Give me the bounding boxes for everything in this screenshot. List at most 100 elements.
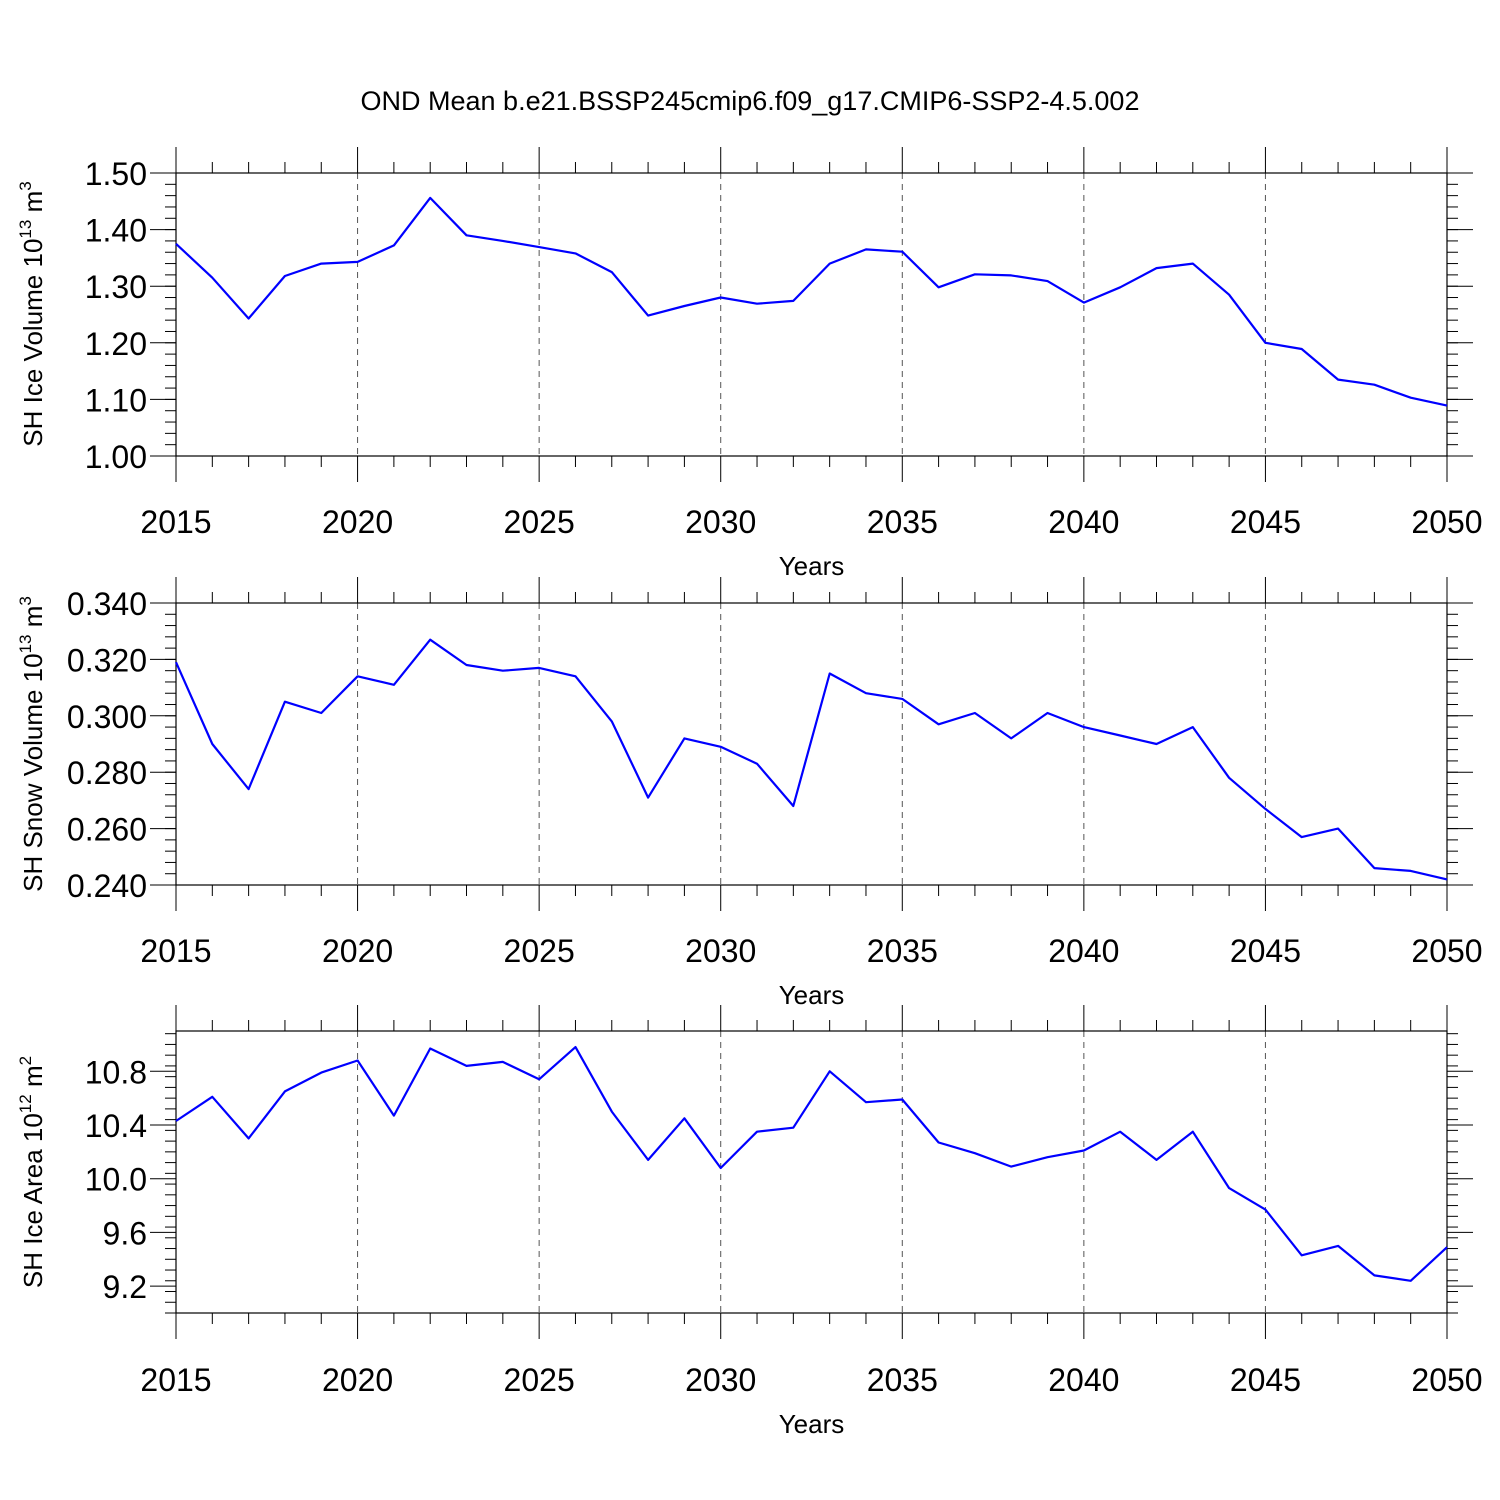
data-point (1192, 1131, 1193, 1132)
y-tick-label: 1.50 (85, 156, 147, 192)
data-point (1410, 397, 1411, 398)
data-point (284, 1091, 285, 1092)
series-line (175, 1045, 1448, 1282)
data-point (1338, 379, 1339, 380)
data-point (1447, 879, 1448, 880)
panel-ice-volume: 1.00 1.10 1.20 1.30 1.40 1.50 2015 2020 2025 2030… (16, 147, 1483, 581)
data-point (1301, 349, 1302, 350)
data-point (248, 318, 249, 319)
data-point (829, 673, 830, 674)
x-tick-label: 2035 (867, 933, 938, 969)
y-tick-label: 1.10 (85, 382, 147, 418)
y-tick-label: 9.6 (103, 1215, 147, 1251)
data-point (1192, 263, 1193, 264)
x-tick-label: 2050 (1411, 933, 1482, 969)
y-tick-label: 9.2 (103, 1269, 147, 1305)
y-tick-label: 0.300 (67, 699, 147, 735)
data-point (938, 287, 939, 288)
y-tick-label: 0.260 (67, 812, 147, 848)
data-point (357, 676, 358, 677)
data-point (902, 251, 903, 252)
data-point (648, 797, 649, 798)
data-point (1120, 1131, 1121, 1132)
y-tick-label: 0.340 (67, 586, 147, 622)
data-point (1047, 281, 1048, 282)
data-point (575, 253, 576, 254)
data-point (974, 274, 975, 275)
data-point (1374, 1275, 1375, 1276)
data-point (611, 721, 612, 722)
data-point (902, 1099, 903, 1100)
data-point (1083, 727, 1084, 728)
x-tick-label: 2015 (140, 1362, 211, 1398)
data-point (539, 247, 540, 248)
x-tick-label: 2045 (1230, 933, 1301, 969)
data-point (1083, 302, 1084, 303)
y-tick-label: 1.00 (85, 439, 147, 475)
data-point (793, 806, 794, 807)
x-tick-label: 2020 (322, 504, 393, 540)
data-point (1447, 405, 1448, 406)
y-tick-label: 0.280 (67, 755, 147, 791)
data-point (575, 676, 576, 677)
data-point (757, 763, 758, 764)
y-axis-label: SH Ice Area 1012 m2 (16, 1056, 48, 1288)
data-point (865, 1102, 866, 1103)
x-tick-label: 2050 (1411, 1362, 1482, 1398)
x-tick-label: 2045 (1230, 1362, 1301, 1398)
data-point (757, 303, 758, 304)
x-tick-label: 2035 (867, 504, 938, 540)
data-point (1338, 1245, 1339, 1246)
data-point (1229, 777, 1230, 778)
data-point (1374, 868, 1375, 869)
data-point (1265, 1209, 1266, 1210)
y-axis-label: SH Snow Volume 1013 m3 (16, 596, 48, 892)
data-point (1011, 275, 1012, 276)
data-point (212, 744, 213, 745)
data-point (466, 1065, 467, 1066)
x-tick-label: 2015 (140, 504, 211, 540)
data-point (1301, 1255, 1302, 1256)
data-point (1156, 1159, 1157, 1160)
data-point (321, 263, 322, 264)
x-tick-label: 2025 (504, 933, 575, 969)
data-point (793, 1127, 794, 1128)
data-point (212, 277, 213, 278)
x-tick-label: 2040 (1048, 933, 1119, 969)
data-point (466, 665, 467, 666)
data-point (393, 684, 394, 685)
x-tick-label: 2035 (867, 1362, 938, 1398)
data-point (684, 306, 685, 307)
x-axis-label: Years (779, 980, 845, 1010)
x-axis-label: Years (779, 551, 845, 581)
y-tick-label: 10.4 (85, 1108, 147, 1144)
x-tick-label: 2030 (685, 933, 756, 969)
x-tick-label: 2025 (504, 504, 575, 540)
data-point (430, 639, 431, 640)
data-point (1083, 1150, 1084, 1151)
data-point (393, 245, 394, 246)
data-point (1011, 1166, 1012, 1167)
data-point (1156, 268, 1157, 269)
plot-frame (175, 172, 1448, 457)
data-point (1410, 1280, 1411, 1281)
data-point (865, 249, 866, 250)
data-point (393, 1115, 394, 1116)
data-point (357, 1060, 358, 1061)
data-point (212, 1096, 213, 1097)
data-point (720, 297, 721, 298)
data-point (1374, 384, 1375, 385)
chart-title: OND Mean b.e21.BSSP245cmip6.f09_g17.CMIP… (361, 86, 1140, 116)
data-point (1410, 870, 1411, 871)
x-axis-label: Years (779, 1409, 845, 1439)
data-point (321, 1072, 322, 1073)
y-tick-label: 1.20 (85, 326, 147, 362)
data-point (502, 240, 503, 241)
data-point (1338, 828, 1339, 829)
data-point (466, 235, 467, 236)
data-point (684, 1118, 685, 1119)
data-point (321, 712, 322, 713)
y-tick-label: 0.240 (67, 868, 147, 904)
y-axis-label: SH Ice Volume 1013 m3 (16, 181, 48, 446)
